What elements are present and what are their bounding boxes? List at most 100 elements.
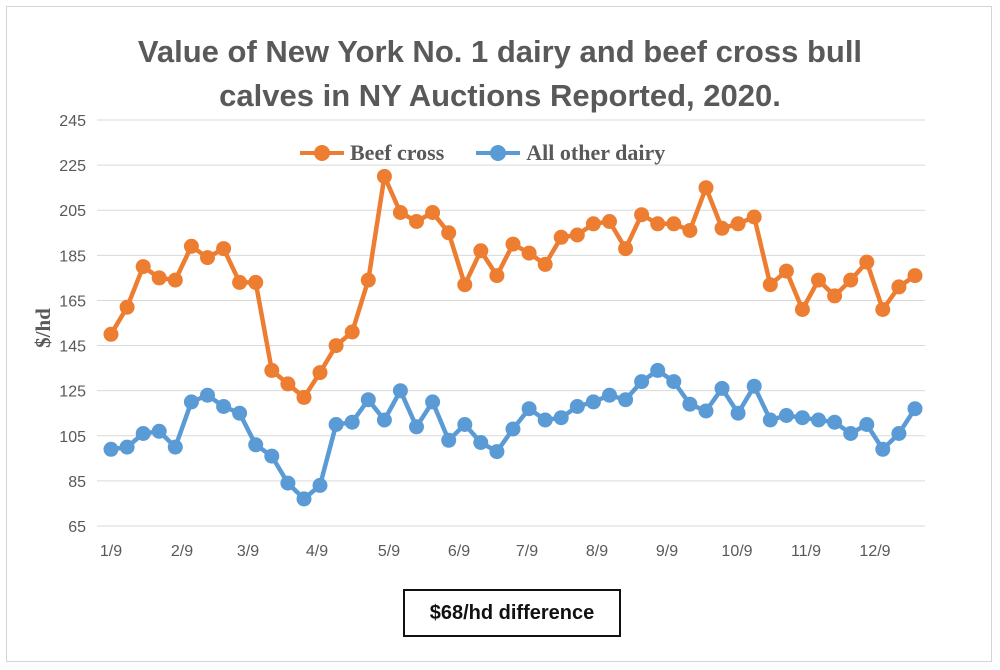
- data-point-beef-cross: [489, 268, 505, 284]
- series-line-beef-cross: [109, 174, 917, 400]
- data-point-beef-cross: [891, 279, 907, 295]
- legend-item-all-other-dairy: All other dairy: [476, 140, 665, 166]
- data-point-all-other-dairy: [618, 392, 634, 408]
- data-point-beef-cross: [537, 256, 553, 272]
- data-point-all-other-dairy: [248, 437, 264, 453]
- data-point-all-other-dairy: [891, 426, 907, 441]
- data-point-all-other-dairy: [682, 396, 698, 412]
- data-point-all-other-dairy: [103, 441, 119, 457]
- data-point-beef-cross: [103, 326, 119, 342]
- data-point-all-other-dairy: [200, 387, 215, 403]
- data-point-all-other-dairy: [746, 378, 762, 394]
- data-point-beef-cross: [216, 241, 232, 257]
- legend-item-beef-cross: Beef cross: [300, 140, 444, 166]
- data-point-all-other-dairy: [119, 439, 135, 455]
- y-axis-ticks: 65 85 105 125 145 165 185 205 225 245: [59, 113, 86, 536]
- data-point-beef-cross: [650, 216, 666, 232]
- data-point-all-other-dairy: [312, 477, 328, 493]
- x-tick-label: 5/9: [378, 543, 400, 560]
- x-tick-label: 3/9: [237, 543, 259, 560]
- x-axis-ticks: 1/9 2/9 3/9 4/9 5/9 6/9 7/9 8/9 9/9 10/9 11/9 12/9: [100, 543, 891, 560]
- y-tick-label: 185: [59, 248, 86, 265]
- data-point-all-other-dairy: [762, 412, 778, 428]
- legend-label-beef-cross: Beef cross: [350, 140, 445, 165]
- data-point-all-other-dairy: [537, 412, 553, 428]
- x-tick-label: 10/9: [721, 543, 752, 560]
- data-point-all-other-dairy: [183, 394, 199, 410]
- data-point-all-other-dairy: [602, 387, 617, 403]
- data-point-all-other-dairy: [264, 448, 280, 464]
- data-point-beef-cross: [682, 223, 698, 238]
- x-tick-label: 7/9: [516, 543, 538, 560]
- gridlines: [97, 119, 925, 527]
- data-point-all-other-dairy: [505, 421, 521, 437]
- data-point-beef-cross: [714, 220, 730, 236]
- x-tick-label: 4/9: [306, 543, 328, 560]
- legend: Beef cross All other dairy: [300, 138, 697, 168]
- legend-swatch-beef-cross: [300, 143, 344, 163]
- data-point-beef-cross: [634, 207, 650, 223]
- data-point-beef-cross: [618, 241, 634, 257]
- data-point-beef-cross: [183, 238, 199, 254]
- data-point-beef-cross: [296, 389, 312, 405]
- data-point-beef-cross: [553, 229, 569, 245]
- data-point-beef-cross: [746, 209, 762, 225]
- data-point-all-other-dairy: [521, 401, 537, 417]
- data-point-beef-cross: [875, 302, 891, 317]
- y-tick-label: 85: [68, 474, 86, 491]
- data-point-beef-cross: [425, 205, 441, 220]
- y-tick-label: 165: [59, 293, 86, 310]
- data-point-all-other-dairy: [730, 405, 746, 421]
- data-point-beef-cross: [248, 274, 264, 290]
- data-point-all-other-dairy: [794, 410, 810, 426]
- data-point-all-other-dairy: [875, 441, 891, 457]
- data-point-beef-cross: [457, 277, 473, 293]
- chart-title-line-1: Value of New York No. 1 dairy and beef c…: [137, 34, 863, 69]
- data-point-all-other-dairy: [151, 423, 167, 439]
- data-point-beef-cross: [762, 277, 778, 293]
- data-point-all-other-dairy: [843, 426, 859, 441]
- data-point-beef-cross: [135, 259, 151, 275]
- data-point-beef-cross: [794, 302, 810, 317]
- x-tick-label: 2/9: [171, 543, 193, 560]
- data-point-all-other-dairy: [360, 392, 376, 408]
- data-point-all-other-dairy: [135, 426, 151, 441]
- data-point-all-other-dairy: [585, 394, 601, 410]
- data-point-all-other-dairy: [441, 432, 457, 448]
- y-tick-label: 225: [59, 158, 86, 175]
- data-point-all-other-dairy: [569, 399, 585, 414]
- data-point-beef-cross: [280, 376, 296, 392]
- x-tick-label: 1/9: [100, 543, 122, 560]
- data-point-beef-cross: [843, 272, 859, 288]
- data-point-beef-cross: [505, 236, 521, 252]
- data-point-beef-cross: [585, 216, 601, 232]
- data-point-all-other-dairy: [216, 399, 232, 414]
- data-point-beef-cross: [344, 324, 360, 340]
- data-point-beef-cross: [312, 365, 328, 381]
- data-point-beef-cross: [360, 272, 376, 288]
- x-tick-label: 8/9: [586, 543, 608, 560]
- data-point-beef-cross: [328, 338, 344, 354]
- data-point-all-other-dairy: [425, 394, 441, 410]
- data-point-beef-cross: [827, 288, 843, 304]
- data-point-beef-cross: [730, 216, 746, 232]
- data-point-all-other-dairy: [553, 410, 569, 426]
- chart-title-line-2: calves in NY Auctions Reported, 2020.: [219, 78, 781, 113]
- data-point-all-other-dairy: [457, 417, 473, 432]
- data-point-beef-cross: [392, 205, 408, 220]
- data-point-beef-cross: [778, 263, 794, 279]
- data-point-all-other-dairy: [328, 417, 344, 432]
- data-point-all-other-dairy: [232, 405, 248, 421]
- data-point-all-other-dairy: [296, 491, 312, 507]
- data-point-all-other-dairy: [409, 419, 424, 435]
- y-tick-label: 125: [59, 384, 86, 401]
- data-point-all-other-dairy: [392, 383, 408, 399]
- data-point-all-other-dairy: [167, 439, 183, 455]
- y-axis-label: $/hd: [31, 308, 55, 348]
- y-tick-label: 145: [59, 339, 86, 356]
- data-point-beef-cross: [811, 272, 826, 288]
- y-tick-label: 245: [59, 113, 86, 130]
- difference-annotation: $68/hd difference: [403, 589, 621, 637]
- data-point-beef-cross: [602, 214, 617, 229]
- x-tick-label: 9/9: [656, 543, 678, 560]
